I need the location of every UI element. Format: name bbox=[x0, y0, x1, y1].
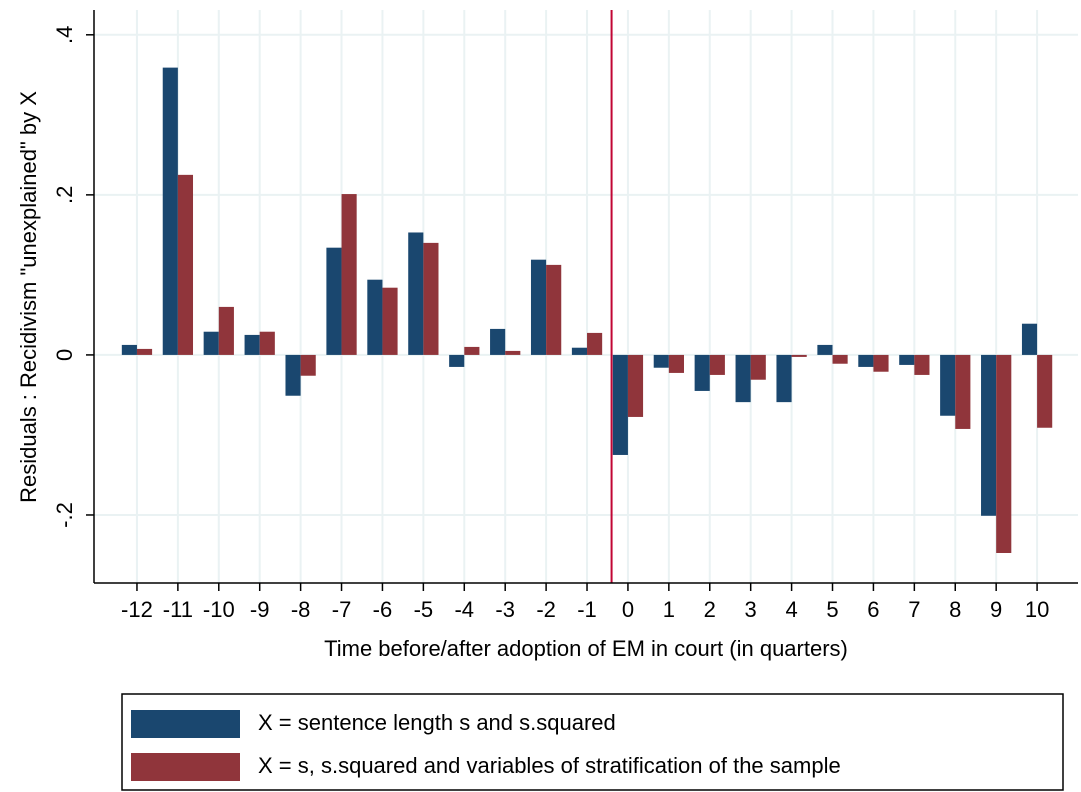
bar bbox=[490, 328, 506, 355]
bar bbox=[735, 354, 751, 403]
y-tick-label: 0 bbox=[52, 349, 77, 361]
x-tick-label: -11 bbox=[163, 597, 193, 622]
bar bbox=[653, 354, 669, 368]
bar bbox=[300, 354, 316, 376]
x-tick-label: 3 bbox=[745, 597, 757, 622]
bar bbox=[587, 332, 603, 355]
x-tick-label: -10 bbox=[203, 597, 235, 622]
bar bbox=[382, 287, 398, 355]
bar bbox=[873, 354, 889, 372]
bar bbox=[817, 344, 833, 355]
bar bbox=[449, 354, 465, 367]
bar bbox=[709, 354, 725, 375]
legend-swatch bbox=[131, 710, 240, 738]
bar bbox=[955, 354, 971, 429]
x-tick-label: 10 bbox=[1025, 597, 1049, 622]
bar bbox=[244, 334, 260, 355]
bar bbox=[1021, 323, 1038, 355]
bar bbox=[546, 264, 562, 355]
x-tick-label: 5 bbox=[826, 597, 838, 622]
bar bbox=[832, 354, 848, 364]
x-tick-label: -6 bbox=[373, 597, 393, 622]
legend-swatch bbox=[131, 753, 240, 781]
x-axis-title: Time before/after adoption of EM in cour… bbox=[324, 636, 848, 661]
x-tick-label: 0 bbox=[622, 597, 634, 622]
bar bbox=[791, 354, 807, 357]
x-tick-label: -1 bbox=[577, 597, 597, 622]
bar bbox=[259, 331, 275, 355]
x-tick-label: 8 bbox=[949, 597, 961, 622]
y-tick-label: -.2 bbox=[52, 502, 77, 528]
bar bbox=[326, 247, 342, 355]
bar bbox=[858, 354, 874, 367]
x-tick-label: -12 bbox=[121, 597, 153, 622]
x-tick-label: -9 bbox=[250, 597, 270, 622]
x-tick-label: -7 bbox=[332, 597, 352, 622]
x-tick-label: 7 bbox=[908, 597, 920, 622]
bar bbox=[1037, 354, 1053, 428]
x-tick-label: -4 bbox=[454, 597, 474, 622]
y-tick-label: .2 bbox=[52, 186, 77, 204]
legend-label: X = sentence length s and s.squared bbox=[258, 710, 616, 735]
bar bbox=[136, 348, 153, 355]
bar bbox=[341, 194, 357, 355]
bar bbox=[530, 259, 547, 355]
bar bbox=[914, 354, 930, 375]
x-tick-label: 9 bbox=[990, 597, 1002, 622]
bar bbox=[218, 306, 234, 355]
bar bbox=[203, 331, 219, 355]
bar bbox=[899, 354, 915, 365]
bar bbox=[121, 344, 137, 355]
bar bbox=[285, 354, 301, 396]
bar bbox=[776, 354, 792, 403]
bar bbox=[571, 347, 588, 355]
bar bbox=[996, 354, 1012, 553]
bar bbox=[940, 354, 956, 416]
x-tick-label: 2 bbox=[704, 597, 716, 622]
x-tick-label: 4 bbox=[785, 597, 797, 622]
x-tick-label: 1 bbox=[663, 597, 675, 622]
bar bbox=[981, 354, 997, 516]
x-tick-label: -3 bbox=[495, 597, 515, 622]
y-axis-title: Residuals : Recidivism "unexplained" by … bbox=[16, 91, 41, 503]
x-tick-label: -2 bbox=[536, 597, 556, 622]
bar bbox=[750, 354, 766, 380]
bar bbox=[408, 232, 424, 355]
bar bbox=[505, 350, 521, 355]
bar bbox=[694, 354, 710, 391]
bar bbox=[367, 279, 383, 355]
bar bbox=[627, 354, 644, 417]
x-tick-label: -5 bbox=[414, 597, 434, 622]
x-tick-label: -8 bbox=[291, 597, 311, 622]
x-tick-label: 6 bbox=[867, 597, 879, 622]
bar bbox=[177, 174, 194, 355]
bar bbox=[612, 354, 628, 455]
bar bbox=[668, 354, 684, 373]
legend-box bbox=[121, 693, 1064, 791]
bar bbox=[423, 242, 439, 355]
bar bbox=[162, 67, 178, 355]
bar bbox=[464, 346, 480, 355]
y-tick-label: .4 bbox=[52, 26, 77, 44]
legend-label: X = s, s.squared and variables of strati… bbox=[258, 753, 841, 778]
